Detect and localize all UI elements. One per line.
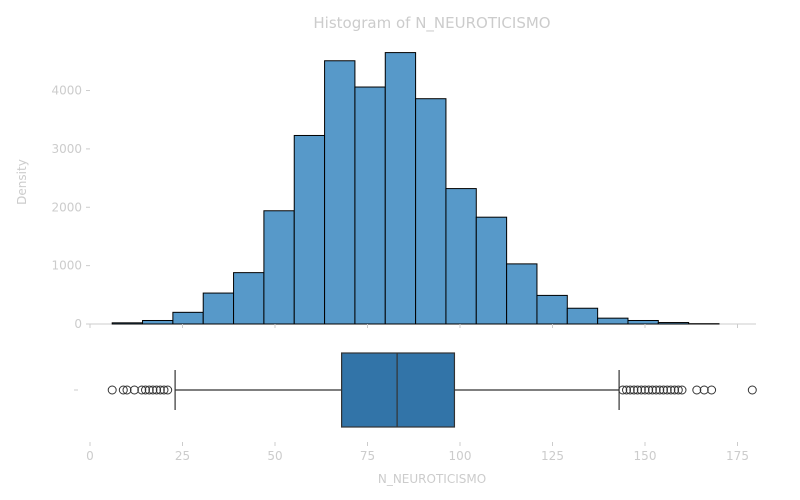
boxplot-outlier — [673, 385, 683, 395]
x-tick-label: 50 — [267, 449, 282, 463]
boxplot-outlier — [640, 385, 650, 395]
boxplot-outlier — [647, 385, 657, 395]
histogram-bar — [657, 322, 690, 325]
boxplot-outlier — [118, 385, 128, 395]
boxplot-outlier — [629, 385, 639, 395]
boxplot-outlier — [655, 385, 665, 395]
boxplot-outlier — [666, 385, 676, 395]
boxplot-box — [341, 352, 456, 428]
y-tick-label: 1000 — [51, 259, 82, 273]
boxplot-outlier — [677, 385, 687, 395]
x-tick-label: 175 — [726, 449, 749, 463]
boxplot-outlier — [155, 385, 165, 395]
histogram-bar — [324, 60, 356, 325]
boxplot-outlier — [129, 385, 139, 395]
histogram-bar — [111, 322, 144, 325]
chart-title: Histogram of N_NEUROTICISMO — [313, 14, 550, 33]
x-axis-label: N_NEUROTICISMO — [378, 472, 486, 486]
boxplot-outlier — [692, 385, 702, 395]
histogram-bar — [384, 52, 417, 325]
y-tick-label: 0 — [74, 317, 82, 331]
x-tick-label: 100 — [449, 449, 472, 463]
boxplot-panel: 0 25 50 75 100 125 150 175 — [74, 352, 757, 463]
boxplot-outlier — [644, 385, 654, 395]
histogram-panel: 0 1000 2000 3000 4000 — [51, 52, 756, 331]
boxplot-outlier — [707, 385, 717, 395]
y-axis-label: Density — [15, 159, 29, 205]
histogram-bar — [597, 317, 629, 325]
histogram-bar — [202, 292, 235, 325]
histogram-bar — [627, 319, 659, 325]
y-tick-label: 4000 — [51, 84, 82, 98]
boxplot-outlier — [144, 385, 154, 395]
histogram-bar — [475, 216, 508, 325]
histogram-bar — [142, 319, 174, 325]
boxplot-outlier — [618, 385, 628, 395]
boxplot-outlier — [659, 385, 668, 395]
boxplot-outlier — [747, 385, 757, 395]
histogram-bar — [172, 311, 204, 325]
x-tick-label: 75 — [360, 449, 375, 463]
boxplot-outlier — [152, 385, 162, 395]
histogram-bar — [415, 98, 447, 325]
y-tick-label: 2000 — [51, 200, 82, 214]
histogram-bar — [293, 134, 326, 325]
boxplot-outlier — [137, 385, 147, 395]
histogram-bar — [354, 86, 386, 325]
boxplot-outlier — [633, 385, 643, 395]
x-tick-label: 25 — [175, 449, 190, 463]
boxplot-outlier — [107, 385, 117, 395]
boxplot-outlier — [625, 385, 635, 395]
x-tick-label: 150 — [634, 449, 657, 463]
boxplot-outlier — [622, 385, 631, 395]
boxplot-outlier — [670, 385, 680, 395]
boxplot-outlier — [148, 385, 158, 395]
histogram-bar — [536, 294, 568, 325]
boxplot-outlier — [636, 385, 646, 395]
boxplot-outlier — [159, 385, 169, 395]
histogram-bar — [233, 272, 265, 325]
x-tick-label: 125 — [541, 449, 564, 463]
boxplot-outlier — [141, 385, 150, 395]
histogram-bar — [566, 307, 599, 325]
boxplot-outlier — [662, 385, 672, 395]
boxplot-outlier — [699, 385, 709, 395]
y-tick-label: 3000 — [51, 142, 82, 156]
histogram-bar — [506, 263, 538, 325]
histogram-bar — [263, 210, 295, 325]
histogram-bar — [445, 188, 477, 325]
boxplot-outlier — [122, 385, 132, 395]
x-tick-label: 0 — [86, 449, 94, 463]
boxplot-outlier — [651, 385, 661, 395]
boxplot-outlier — [163, 385, 173, 395]
